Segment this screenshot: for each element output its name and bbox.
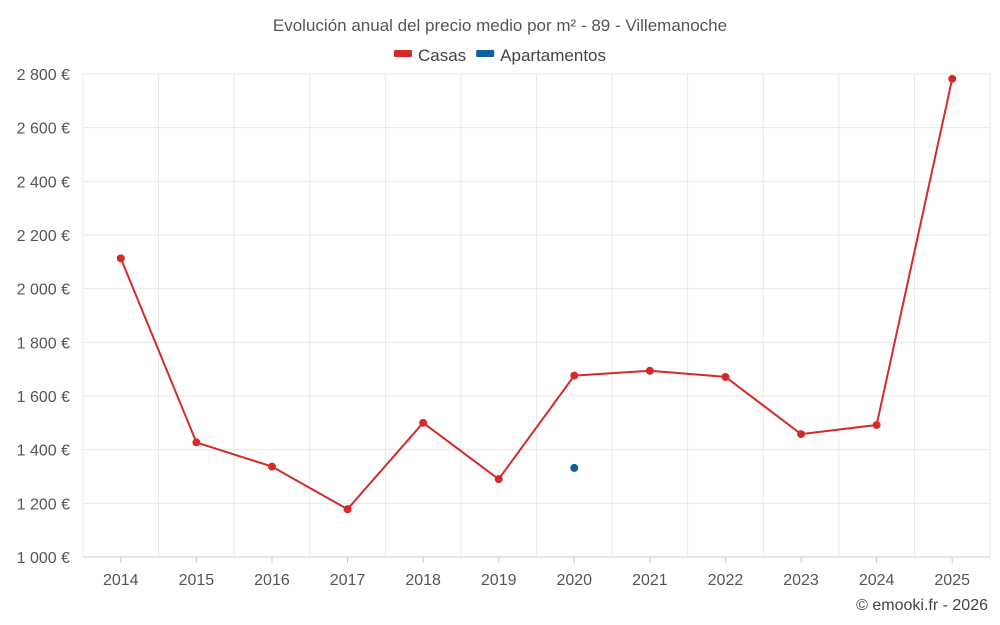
x-tick-label: 2016 bbox=[254, 572, 290, 589]
y-tick-label: 1 200 € bbox=[17, 496, 70, 513]
y-tick-label: 2 200 € bbox=[17, 228, 70, 245]
x-tick-label: 2017 bbox=[330, 572, 366, 589]
legend: Casas Apartamentos bbox=[393, 46, 606, 65]
x-tick-label: 2015 bbox=[179, 572, 215, 589]
y-tick-label: 2 000 € bbox=[17, 282, 70, 299]
x-tick-label: 2022 bbox=[708, 572, 744, 589]
data-point-casas[interactable] bbox=[343, 505, 352, 514]
series-line-casas bbox=[119, 78, 954, 511]
data-point-casas[interactable] bbox=[192, 438, 201, 447]
legend-swatch-casas[interactable] bbox=[393, 50, 412, 57]
y-tick-label: 1 800 € bbox=[17, 335, 70, 352]
legend-label-apartamentos[interactable]: Apartamentos bbox=[500, 46, 606, 65]
x-tick-label: 2021 bbox=[632, 572, 668, 589]
legend-swatch-apartamentos[interactable] bbox=[476, 50, 495, 57]
data-point-casas[interactable] bbox=[721, 372, 730, 381]
y-tick-label: 1 400 € bbox=[17, 443, 70, 460]
data-point-apartamentos[interactable] bbox=[570, 463, 579, 472]
y-axis: 1 000 € 1 200 € 1 400 € 1 600 € 1 800 € 2 000… bbox=[17, 67, 70, 567]
data-point-casas[interactable] bbox=[570, 371, 579, 380]
data-point-casas[interactable] bbox=[797, 430, 806, 439]
data-point-casas[interactable] bbox=[116, 254, 125, 263]
x-tick-label: 2023 bbox=[783, 572, 819, 589]
data-point-casas[interactable] bbox=[872, 420, 881, 429]
y-tick-label: 2 800 € bbox=[17, 67, 70, 84]
y-tick-label: 2 600 € bbox=[17, 121, 70, 138]
data-point-casas[interactable] bbox=[645, 366, 654, 375]
legend-label-casas[interactable]: Casas bbox=[418, 46, 466, 65]
data-point-casas[interactable] bbox=[948, 74, 957, 83]
x-tick-label: 2024 bbox=[859, 572, 895, 589]
grid bbox=[82, 73, 991, 558]
x-tick-label: 2018 bbox=[405, 572, 441, 589]
x-axis: 2014 2015 2016 2017 2018 2019 2020 2021 2022 2023… bbox=[103, 557, 970, 589]
data-point-casas[interactable] bbox=[267, 462, 276, 471]
series-layer bbox=[116, 74, 957, 514]
y-tick-label: 1 600 € bbox=[17, 389, 70, 406]
y-tick-label: 2 400 € bbox=[17, 174, 70, 191]
chart-title: Evolución anual del precio medio por m² … bbox=[273, 16, 727, 35]
x-tick-label: 2025 bbox=[934, 572, 970, 589]
x-tick-label: 2020 bbox=[556, 572, 592, 589]
x-tick-label: 2019 bbox=[481, 572, 517, 589]
y-tick-label: 1 000 € bbox=[17, 550, 70, 567]
data-point-casas[interactable] bbox=[419, 418, 428, 427]
data-point-casas[interactable] bbox=[494, 475, 503, 484]
x-tick-label: 2014 bbox=[103, 572, 139, 589]
credit-text: © emooki.fr - 2026 bbox=[856, 597, 988, 614]
